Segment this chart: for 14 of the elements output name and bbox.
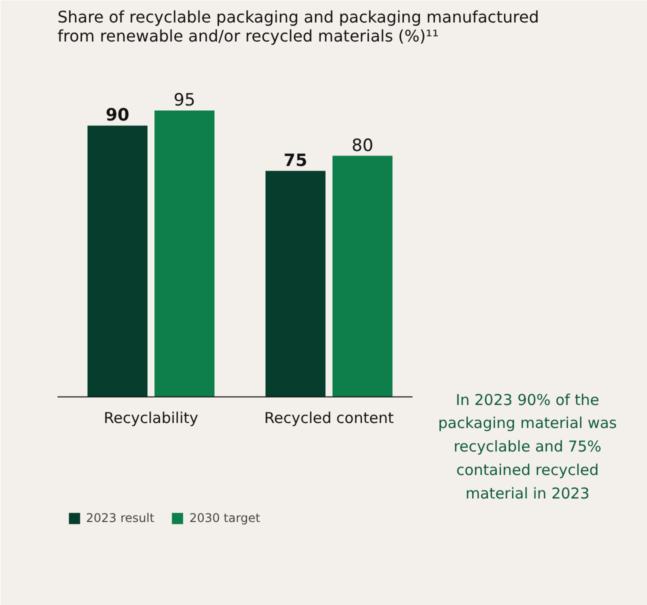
text: In 2023 90% of the packaging material was recyclable and 75% contained recycled material in 2023: [438, 390, 618, 502]
legend-label: 2030 target: [189, 511, 260, 525]
bar: [88, 126, 148, 397]
legend-label: 2023 result: [86, 511, 154, 525]
x-tick-label: Recyclability: [104, 408, 198, 427]
x-tick-label: Recycled content: [264, 408, 394, 427]
bar: [266, 170, 326, 397]
data-label: 80: [352, 136, 374, 156]
data-label: 90: [106, 106, 130, 126]
bar: [154, 110, 214, 397]
data-label: 75: [284, 150, 308, 171]
data-label: 95: [174, 90, 196, 111]
chart-title: Share of recyclable packaging and packaging manufactured from renewable and/or recycled materials (%)¹¹: [58, 8, 539, 46]
bar: [332, 156, 392, 397]
